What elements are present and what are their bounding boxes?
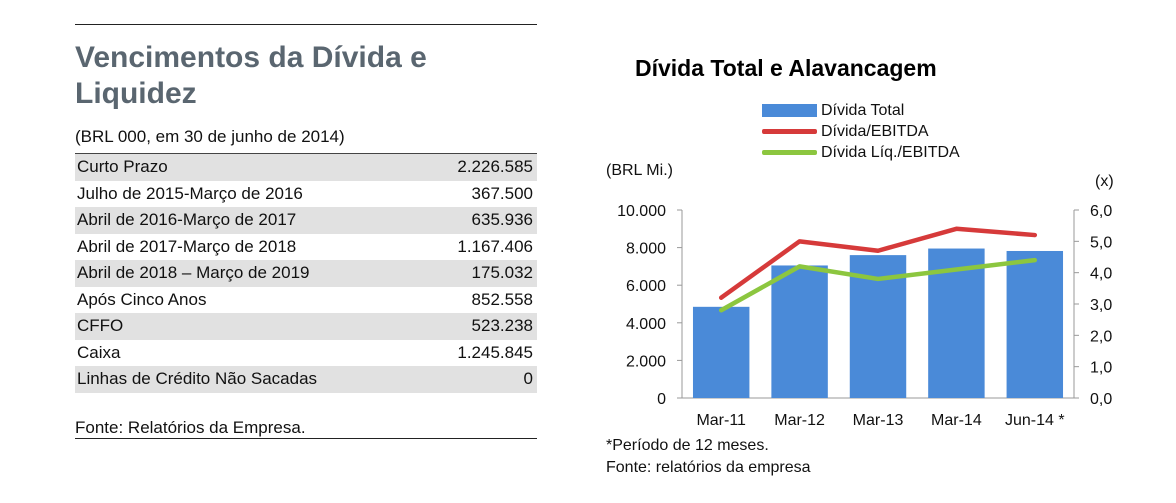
panel-title: Vencimentos da Dívida e Liquidez (75, 41, 427, 110)
left-tick-label: 10.000 (617, 203, 666, 220)
row-value: 523.238 (471, 316, 533, 336)
chart-source: Fonte: relatórios da empresa (606, 459, 811, 476)
right-tick-label: 2,0 (1090, 328, 1112, 345)
left-axis-unit: (BRL Mi.) (606, 162, 673, 179)
right-tick-label: 6,0 (1090, 203, 1112, 220)
chart-footnote: *Período de 12 meses. (606, 437, 769, 454)
panel-subtitle: (BRL 000, em 30 de junho de 2014) (75, 127, 345, 146)
row-label: Abril de 2018 – Março de 2019 (77, 263, 310, 283)
table-row: Julho de 2015-Março de 2016 367.500 (75, 181, 537, 208)
x-tick-label: Mar-13 (853, 412, 904, 429)
table-row: Após Cinco Anos 852.558 (75, 287, 537, 314)
table-row: Abril de 2017-Março de 2018 1.167.406 (75, 234, 537, 261)
legend-item-divida-total: Dívida Total (762, 100, 960, 121)
legend-label: Dívida Total (821, 101, 905, 119)
table-row: Abril de 2018 – Março de 2019 175.032 (75, 260, 537, 287)
bar-divida-total (771, 265, 828, 398)
legend-swatch-bar (762, 104, 817, 117)
row-label: Abril de 2016-Março de 2017 (77, 210, 297, 230)
table-row: Curto Prazo 2.226.585 (75, 154, 537, 181)
chart-legend: Dívida Total Dívida/EBITDA Dívida Líq./E… (762, 100, 960, 163)
row-value: 367.500 (471, 183, 533, 203)
right-axis-unit: (x) (1095, 173, 1114, 190)
right-tick-label: 0,0 (1090, 391, 1112, 408)
left-tick-label: 0 (657, 391, 666, 408)
chart-title: Dívida Total e Alavancagem (635, 55, 937, 81)
bar-divida-total (692, 306, 750, 398)
left-tick-label: 8.000 (626, 241, 666, 258)
row-label: CFFO (77, 316, 124, 336)
legend-swatch-line (762, 129, 817, 134)
legend-item-divida-liq-ebitda: Dívida Líq./EBITDA (762, 142, 960, 163)
top-divider (75, 24, 537, 25)
right-tick-label: 4,0 (1090, 266, 1112, 283)
row-value: 2.226.585 (457, 157, 533, 177)
chart-panel: Dívida Total e Alavancagem Dívida Total … (590, 0, 1176, 503)
table-row: CFFO 523.238 (75, 313, 537, 340)
x-tick-label: Mar-11 (696, 412, 746, 429)
row-label: Caixa (77, 342, 121, 362)
table-row: Linhas de Crédito Não Sacadas 0 (75, 366, 537, 393)
maturity-table: Curto Prazo 2.226.585 Julho de 2015-Març… (75, 153, 537, 393)
row-label: Julho de 2015-Março de 2016 (77, 183, 303, 203)
legend-swatch-line (762, 150, 817, 155)
row-label: Abril de 2017-Março de 2018 (77, 236, 297, 256)
table-row: Caixa 1.245.845 (75, 340, 537, 367)
row-value: 0 (523, 369, 533, 389)
bar-divida-total (1006, 250, 1064, 398)
row-value: 852.558 (471, 289, 533, 309)
x-tick-label: Mar-12 (774, 412, 825, 429)
left-tick-label: 6.000 (626, 278, 666, 295)
x-tick-label: Mar-14 (931, 412, 982, 429)
chart-plot: 0 2.000 4.000 6.000 8.000 10.000 0,0 1,0 2,0 3,0 4… (617, 203, 1112, 429)
row-value: 1.167.406 (457, 236, 533, 256)
legend-label: Dívida Líq./EBITDA (821, 143, 960, 161)
bottom-divider (75, 438, 537, 439)
row-value: 635.936 (471, 210, 533, 230)
row-value: 1.245.845 (457, 342, 533, 362)
legend-label: Dívida/EBITDA (821, 122, 929, 140)
line-divida-ebitda (718, 226, 1038, 300)
left-tick-label: 2.000 (626, 353, 666, 370)
row-value: 175.032 (471, 263, 533, 283)
line-divida-liq-ebitda (718, 257, 1038, 313)
right-tick-label: 3,0 (1090, 297, 1112, 314)
right-tick-label: 5,0 (1090, 234, 1112, 251)
right-tick-label: 1,0 (1090, 360, 1112, 377)
row-label: Linhas de Crédito Não Sacadas (77, 369, 318, 389)
row-label: Curto Prazo (77, 157, 168, 177)
table-source: Fonte: Relatórios da Empresa. (75, 418, 306, 437)
table-row: Abril de 2016-Março de 2017 635.936 (75, 207, 537, 234)
left-tick-label: 4.000 (626, 316, 666, 333)
row-label: Após Cinco Anos (77, 289, 207, 309)
x-tick-label: Jun-14 * (1005, 412, 1065, 429)
legend-item-divida-ebitda: Dívida/EBITDA (762, 121, 960, 142)
